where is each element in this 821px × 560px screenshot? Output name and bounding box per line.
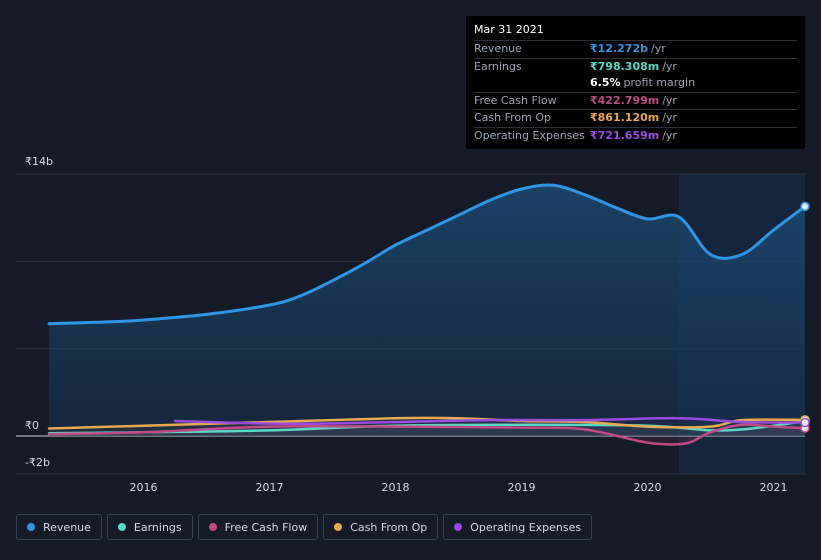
free-cash-flow-line <box>47 423 807 446</box>
tooltip-label: Free Cash Flow <box>474 93 557 107</box>
legend-dot-icon <box>117 523 126 531</box>
tooltip: Mar 31 2021 Revenue ₹12.272b /yr Earning… <box>466 16 805 149</box>
tooltip-row-fcf: Free Cash Flow ₹422.799m /yr <box>474 91 797 110</box>
tooltip-unit: /yr <box>662 111 677 125</box>
earnings-line <box>47 419 807 435</box>
tooltip-row-opex: Operating Expenses ₹721.659m /yr <box>474 126 797 145</box>
tooltip-unit: /yr <box>662 128 677 142</box>
legend-item-revenue[interactable]: Revenue <box>16 514 102 540</box>
legend-dot-icon <box>208 523 217 531</box>
y-tick-label: -₹2b <box>25 456 50 469</box>
operating-expenses-end-marker <box>800 417 810 428</box>
legend-label: Operating Expenses <box>470 520 582 534</box>
tooltip-value: ₹422.799m <box>590 93 660 107</box>
tooltip-row-cfo: Cash From Op ₹861.120m /yr <box>474 109 797 127</box>
x-tick-label: 2021 <box>760 481 788 494</box>
profit-margin-value: 6.5% <box>590 76 621 90</box>
x-tick-label: 2020 <box>634 481 662 494</box>
revenue-area <box>49 184 805 436</box>
legend-label: Free Cash Flow <box>224 520 308 534</box>
x-tick-label: 2018 <box>382 481 410 494</box>
tooltip-row-margin: 6.5% profit margin <box>474 75 797 92</box>
y-tick-label: ₹0 <box>25 419 39 432</box>
legend-label: Cash From Op <box>350 520 428 534</box>
legend-dot-icon <box>334 523 343 531</box>
tooltip-value: ₹12.272b <box>590 42 648 55</box>
legend-item-operating-expenses[interactable]: Operating Expenses <box>443 514 593 540</box>
revenue-line <box>47 183 807 326</box>
tooltip-value: ₹861.120m <box>590 111 660 125</box>
legend-label: Revenue <box>43 520 91 534</box>
legend-label: Earnings <box>133 520 182 534</box>
legend-item-earnings[interactable]: Earnings <box>106 514 193 540</box>
x-tick-label: 2017 <box>256 481 284 494</box>
tooltip-label: Operating Expenses <box>474 128 585 142</box>
profit-margin-text: profit margin <box>623 76 696 90</box>
x-tick-label: 2019 <box>508 481 536 494</box>
tooltip-label: Revenue <box>474 42 522 55</box>
y-tick-label: ₹14b <box>25 155 53 168</box>
operating-expenses-line <box>173 416 807 426</box>
tooltip-label: Cash From Op <box>474 111 552 125</box>
legend-dot-icon <box>454 523 463 531</box>
tooltip-row-revenue: Revenue ₹12.272b /yr <box>474 40 797 58</box>
tooltip-unit: /yr <box>662 93 677 107</box>
legend-item-free-cash-flow[interactable]: Free Cash Flow <box>197 514 319 540</box>
revenue-end-marker <box>800 201 810 212</box>
tooltip-date: Mar 31 2021 <box>474 23 544 36</box>
tooltip-value: ₹721.659m <box>590 128 660 142</box>
legend-dot-icon <box>27 523 35 531</box>
x-tick-label: 2016 <box>130 481 158 494</box>
tooltip-row-earnings: Earnings ₹798.308m /yr <box>474 57 797 76</box>
tooltip-value: ₹798.308m <box>590 59 660 73</box>
tooltip-unit: /yr <box>650 42 666 55</box>
legend-item-cash-from-op[interactable]: Cash From Op <box>323 514 439 540</box>
tooltip-unit: /yr <box>662 59 677 73</box>
tooltip-label: Earnings <box>474 59 522 73</box>
legend: Revenue Earnings Free Cash Flow Cash Fro… <box>16 514 593 540</box>
